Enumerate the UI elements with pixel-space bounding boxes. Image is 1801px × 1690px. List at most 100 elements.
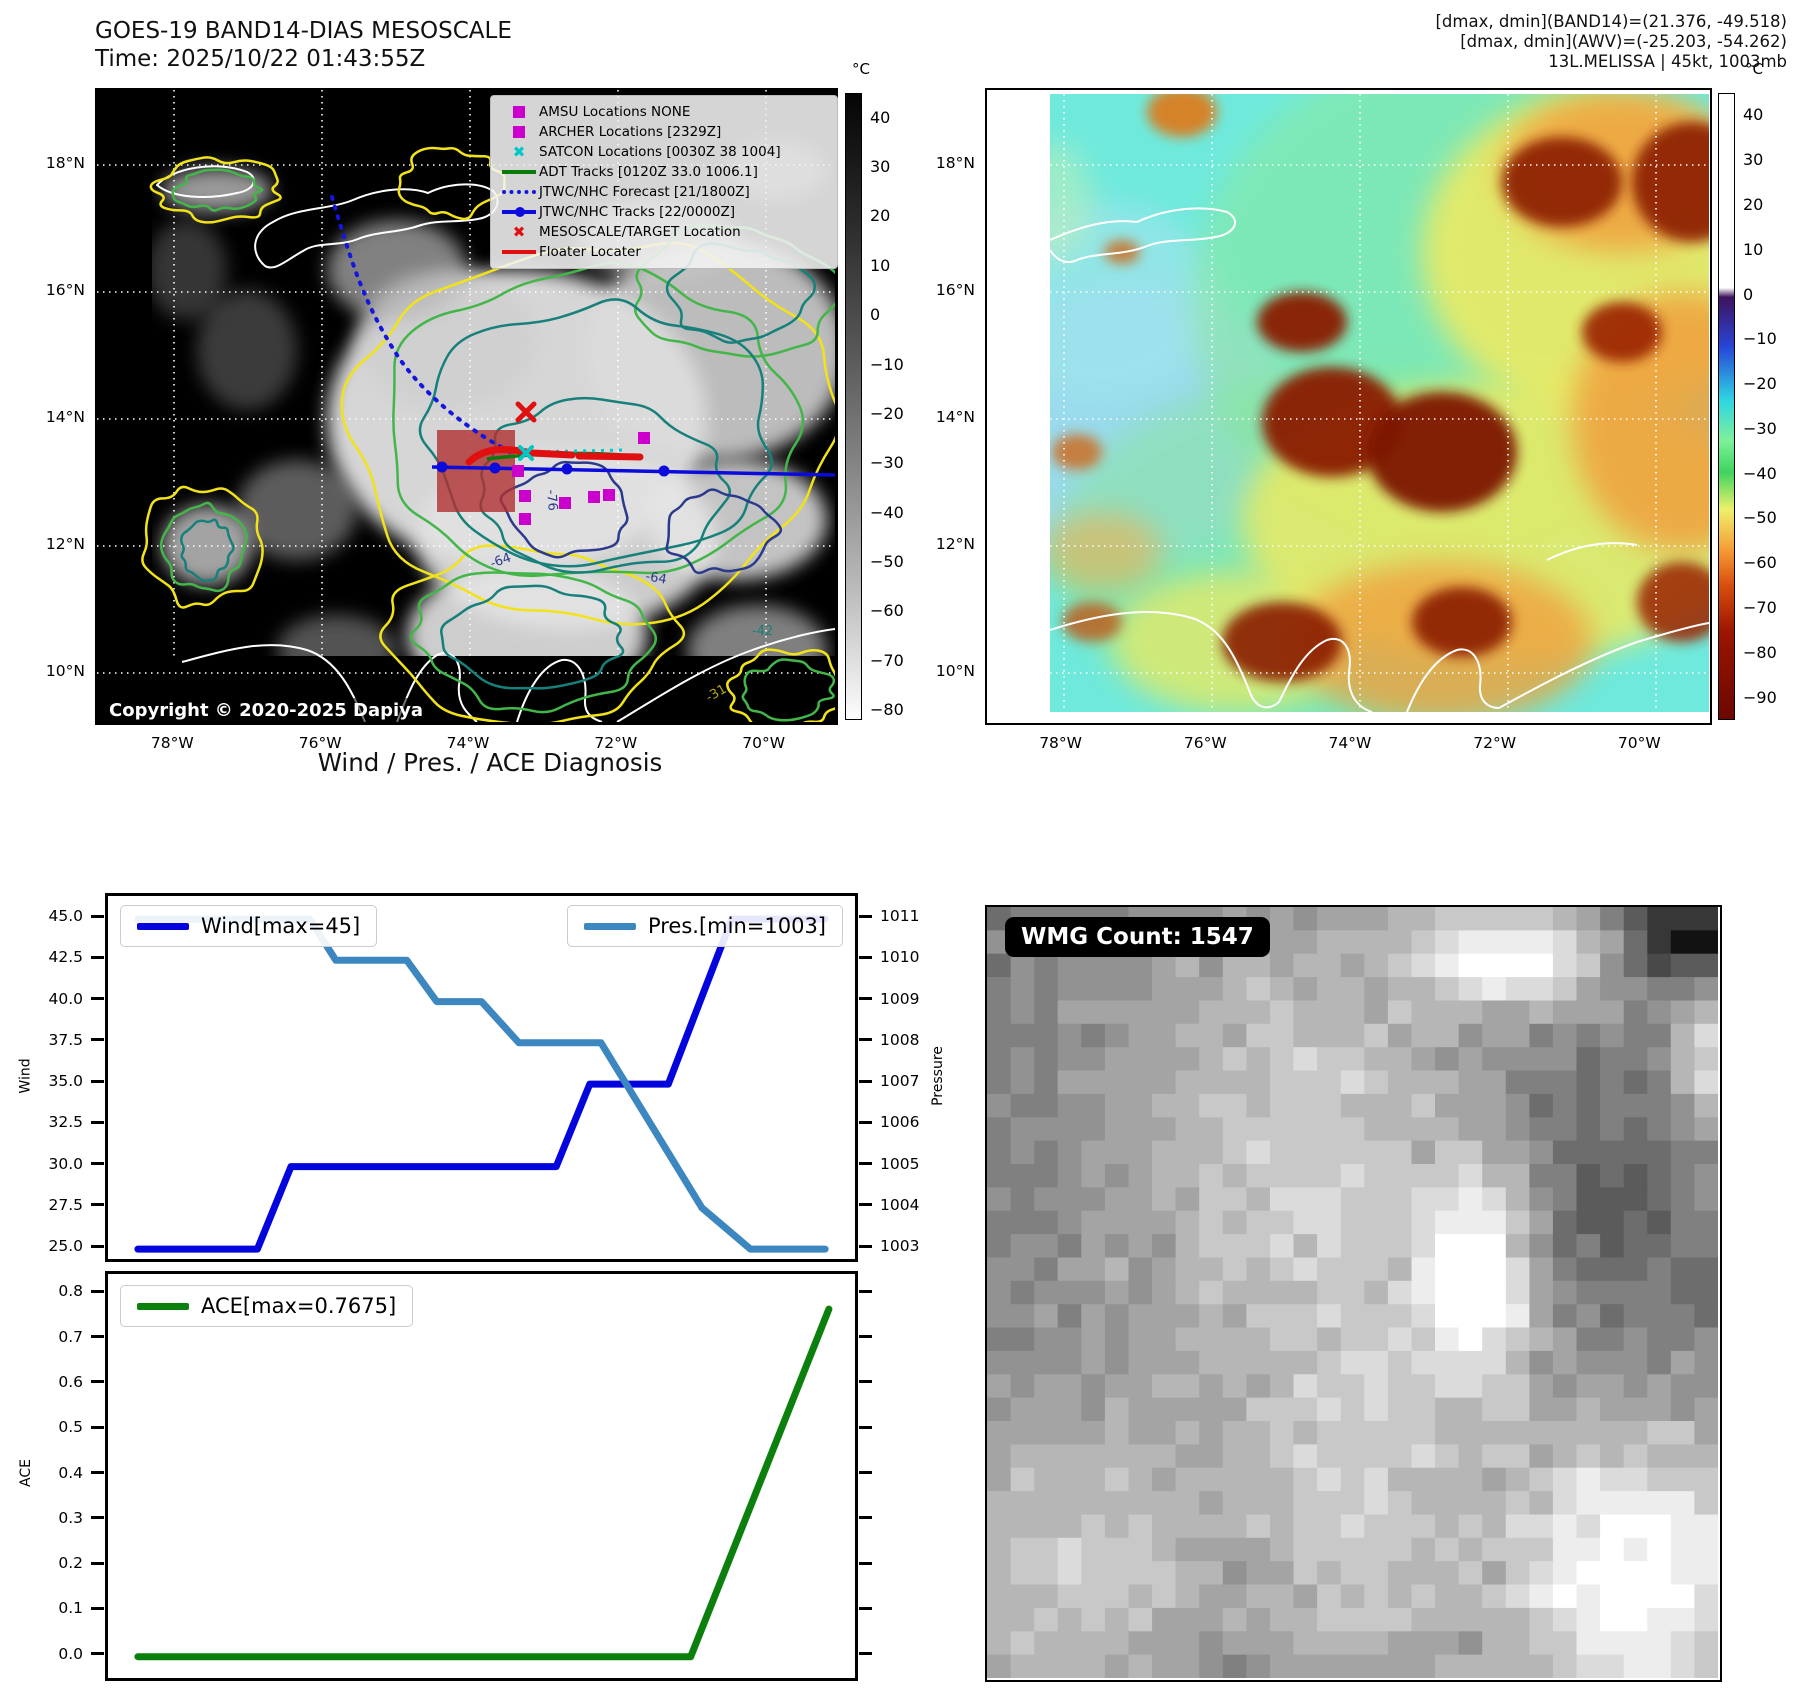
pressure-legend-label: Pres.[min=1003] xyxy=(647,914,826,938)
awv-lon-tick-label: 74°W xyxy=(1328,734,1372,752)
awv-lat-tick-label: 14°N xyxy=(935,408,975,426)
band14-colorbar-tick-label: −70 xyxy=(870,650,904,670)
map-legend-item-label: JTWC/NHC Forecast [21/1800Z] xyxy=(539,184,750,200)
map-legend-item-label: SATCON Locations [0030Z 38 1004] xyxy=(539,144,781,160)
band14-lon-tick-label: 72°W xyxy=(594,734,638,752)
ace-ytick-label: 0.1 xyxy=(58,1599,83,1618)
awv-colorbar-tick-label: −90 xyxy=(1743,687,1777,707)
ace-ytick-label: 0.0 xyxy=(58,1644,83,1663)
band14-map-legend: AMSU Locations NONE ARCHER Locations [232… xyxy=(490,95,838,269)
wind-ytick-mark xyxy=(91,1079,104,1083)
band14-lat-tick-label: 18°N xyxy=(45,154,85,172)
band14-colorbar-tick-label: −20 xyxy=(870,403,904,423)
ace-ytick-mark xyxy=(91,1561,104,1565)
line-marker-icon xyxy=(499,170,539,174)
band14-colorbar-tick-label: 10 xyxy=(870,255,891,275)
wind-legend: Wind[max=45] xyxy=(120,905,378,947)
pressure-legend: Pres.[min=1003] xyxy=(566,905,843,947)
ace-ytick-label: 0.7 xyxy=(58,1327,83,1346)
wind-ytick-label: 37.5 xyxy=(48,1030,83,1049)
band14-lat-tick-label: 12°N xyxy=(45,535,85,553)
awv-colorbar-tick-label: −40 xyxy=(1743,463,1777,483)
pressure-ytick-mark xyxy=(859,1162,872,1166)
band14-colorbar-tick-label: −80 xyxy=(870,700,904,720)
ace-ytick-label: 0.2 xyxy=(58,1554,83,1573)
pressure-ytick-label: 1003 xyxy=(880,1237,920,1256)
pressure-legend-swatch xyxy=(583,922,636,930)
pressure-ytick-mark xyxy=(859,955,872,959)
map-legend-item-label: Floater Locater xyxy=(539,244,641,260)
band14-lat-tick-label: 14°N xyxy=(45,408,85,426)
pressure-ytick-mark xyxy=(859,1120,872,1124)
wind-pressure-chart xyxy=(105,893,858,1262)
map-legend-item: AMSU Locations NONE xyxy=(499,102,829,122)
ace-legend: ACE[max=0.7675] xyxy=(120,1285,414,1327)
pressure-ytick-label: 1007 xyxy=(880,1072,920,1091)
awv-lat-tick-label: 18°N xyxy=(935,154,975,172)
pressure-ytick-label: 1009 xyxy=(880,989,920,1008)
awv-satellite-image xyxy=(987,90,1709,722)
map-legend-item-label: JTWC/NHC Tracks [22/0000Z] xyxy=(539,204,736,220)
wind-ytick-mark xyxy=(91,1120,104,1124)
wind-ytick-mark xyxy=(91,1038,104,1042)
pressure-ytick-label: 1010 xyxy=(880,948,920,967)
ace-chart xyxy=(105,1271,858,1681)
info-storm-id: 13L.MELISSA | 45kt, 1003mb xyxy=(1548,52,1787,71)
wmg-pixel-image xyxy=(987,907,1719,1679)
band14-colorbar-tick-label: −10 xyxy=(870,354,904,374)
ace-right-tick-mark xyxy=(859,1516,872,1520)
awv-lon-tick-label: 76°W xyxy=(1183,734,1227,752)
pressure-ytick-label: 1011 xyxy=(880,907,920,926)
wind-ytick-mark xyxy=(91,955,104,959)
wind-ytick-label: 27.5 xyxy=(48,1195,83,1214)
awv-colorbar-tick-label: −80 xyxy=(1743,642,1777,662)
page-title: GOES-19 BAND14-DIAS MESOSCALE xyxy=(95,18,512,44)
ace-right-tick-mark xyxy=(859,1561,872,1565)
wmg-count-badge: WMG Count: 1547 xyxy=(1005,917,1270,957)
ace-ytick-label: 0.5 xyxy=(58,1418,83,1437)
awv-colorbar-tick-label: 10 xyxy=(1743,239,1764,259)
awv-lat-tick-label: 12°N xyxy=(935,535,975,553)
map-legend-item: Floater Locater xyxy=(499,242,829,262)
wind-ytick-label: 32.5 xyxy=(48,1113,83,1132)
x-marker-icon: ✖ xyxy=(512,143,526,161)
info-dmax-band14: [dmax, dmin](BAND14)=(21.376, -49.518) xyxy=(1435,12,1787,31)
wind-ytick-label: 40.0 xyxy=(48,989,83,1008)
line-marker-icon xyxy=(499,250,539,254)
ace-right-tick-mark xyxy=(859,1380,872,1384)
pressure-ytick-label: 1004 xyxy=(880,1195,920,1214)
map-legend-item: JTWC/NHC Forecast [21/1800Z] xyxy=(499,182,829,202)
band14-colorbar-tick-label: 40 xyxy=(870,107,891,127)
contour-label: -64 xyxy=(644,569,668,587)
map-legend-item: JTWC/NHC Tracks [22/0000Z] xyxy=(499,202,829,222)
pressure-ytick-label: 1006 xyxy=(880,1113,920,1132)
ace-right-tick-mark xyxy=(859,1471,872,1475)
map-legend-item: ADT Tracks [0120Z 33.0 1006.1] xyxy=(499,162,829,182)
ace-ytick-mark xyxy=(91,1425,104,1429)
band14-colorbar-tick-label: 0 xyxy=(870,305,881,325)
ace-right-tick-mark xyxy=(859,1652,872,1656)
band14-colorbar-tick-label: −50 xyxy=(870,552,904,572)
band14-colorbar-tick-label: −40 xyxy=(870,502,904,522)
map-legend-item-label: ARCHER Locations [2329Z] xyxy=(539,124,722,140)
awv-colorbar-tick-label: −10 xyxy=(1743,329,1777,349)
band14-lat-tick-label: 16°N xyxy=(45,281,85,299)
pressure-ytick-label: 1005 xyxy=(880,1154,920,1173)
band14-lon-tick-label: 76°W xyxy=(298,734,342,752)
awv-colorbar-tick-label: 30 xyxy=(1743,150,1764,170)
band14-lon-tick-label: 70°W xyxy=(742,734,786,752)
map-legend-item: ✖ MESOSCALE/TARGET Location xyxy=(499,222,829,242)
map-legend-item-label: MESOSCALE/TARGET Location xyxy=(539,224,741,240)
awv-colorbar xyxy=(1718,93,1735,720)
band14-lon-tick-label: 74°W xyxy=(446,734,490,752)
awv-colorbar-tick-label: −20 xyxy=(1743,374,1777,394)
info-dmax-awv: [dmax, dmin](AWV)=(-25.203, -54.262) xyxy=(1460,32,1787,51)
pressure-ytick-mark xyxy=(859,1203,872,1207)
ace-right-tick-mark xyxy=(859,1606,872,1610)
awv-map-panel xyxy=(985,88,1712,725)
map-legend-item-label: ADT Tracks [0120Z 33.0 1006.1] xyxy=(539,164,758,180)
square-marker-icon xyxy=(499,106,539,118)
pressure-ytick-mark xyxy=(859,1079,872,1083)
band14-colorbar-tick-label: −30 xyxy=(870,453,904,473)
ace-ytick-label: 0.3 xyxy=(58,1508,83,1527)
